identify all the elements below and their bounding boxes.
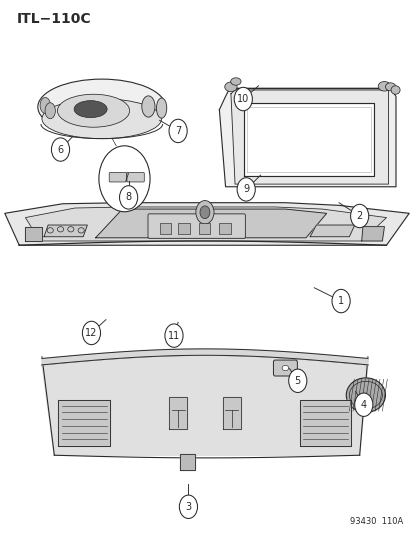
Text: 8: 8 bbox=[125, 192, 131, 203]
FancyBboxPatch shape bbox=[147, 214, 245, 238]
Polygon shape bbox=[361, 227, 384, 241]
Circle shape bbox=[179, 495, 197, 519]
Ellipse shape bbox=[385, 83, 395, 91]
Ellipse shape bbox=[42, 99, 161, 139]
Polygon shape bbox=[299, 400, 351, 446]
Ellipse shape bbox=[38, 79, 165, 135]
Polygon shape bbox=[58, 400, 110, 446]
Ellipse shape bbox=[224, 82, 237, 92]
Circle shape bbox=[288, 369, 306, 392]
Circle shape bbox=[331, 289, 349, 313]
Circle shape bbox=[119, 185, 138, 209]
Circle shape bbox=[164, 324, 183, 348]
Ellipse shape bbox=[281, 366, 288, 370]
Text: 9: 9 bbox=[242, 184, 249, 195]
FancyBboxPatch shape bbox=[178, 223, 189, 233]
FancyBboxPatch shape bbox=[159, 223, 171, 233]
Polygon shape bbox=[180, 454, 194, 470]
Polygon shape bbox=[244, 103, 373, 176]
Ellipse shape bbox=[345, 378, 385, 413]
Ellipse shape bbox=[57, 94, 129, 127]
FancyBboxPatch shape bbox=[109, 172, 126, 182]
Polygon shape bbox=[42, 356, 367, 455]
Polygon shape bbox=[5, 203, 408, 245]
Polygon shape bbox=[219, 88, 395, 187]
Circle shape bbox=[195, 200, 214, 224]
Text: 3: 3 bbox=[185, 502, 191, 512]
FancyBboxPatch shape bbox=[127, 172, 144, 182]
Circle shape bbox=[99, 146, 150, 212]
Text: 5: 5 bbox=[294, 376, 300, 386]
Polygon shape bbox=[42, 349, 367, 365]
Text: ITL−110C: ITL−110C bbox=[17, 12, 92, 27]
Circle shape bbox=[82, 321, 100, 345]
Ellipse shape bbox=[156, 98, 166, 118]
FancyBboxPatch shape bbox=[198, 223, 210, 233]
Polygon shape bbox=[222, 397, 240, 429]
Text: 12: 12 bbox=[85, 328, 97, 338]
Polygon shape bbox=[230, 90, 388, 184]
Circle shape bbox=[354, 393, 372, 416]
Text: 7: 7 bbox=[175, 126, 181, 136]
Polygon shape bbox=[95, 209, 326, 238]
Ellipse shape bbox=[377, 82, 390, 91]
FancyBboxPatch shape bbox=[219, 223, 230, 233]
Circle shape bbox=[199, 206, 209, 219]
Text: 2: 2 bbox=[356, 211, 362, 221]
Text: 93430  110A: 93430 110A bbox=[349, 517, 402, 526]
Polygon shape bbox=[25, 227, 42, 241]
Ellipse shape bbox=[142, 96, 154, 117]
Circle shape bbox=[237, 177, 255, 201]
Circle shape bbox=[169, 119, 187, 143]
Circle shape bbox=[51, 138, 69, 161]
Ellipse shape bbox=[45, 103, 55, 119]
Polygon shape bbox=[25, 207, 386, 241]
Text: 1: 1 bbox=[337, 296, 343, 306]
Ellipse shape bbox=[390, 86, 399, 94]
Text: 10: 10 bbox=[237, 94, 249, 104]
Ellipse shape bbox=[74, 101, 107, 118]
FancyBboxPatch shape bbox=[273, 360, 297, 376]
Polygon shape bbox=[169, 397, 187, 429]
Ellipse shape bbox=[230, 78, 240, 85]
Text: 11: 11 bbox=[167, 330, 180, 341]
Text: 6: 6 bbox=[57, 144, 64, 155]
Ellipse shape bbox=[40, 98, 50, 114]
Circle shape bbox=[350, 204, 368, 228]
Circle shape bbox=[234, 87, 252, 111]
Polygon shape bbox=[309, 225, 354, 237]
Text: 4: 4 bbox=[360, 400, 366, 410]
Polygon shape bbox=[44, 225, 87, 237]
